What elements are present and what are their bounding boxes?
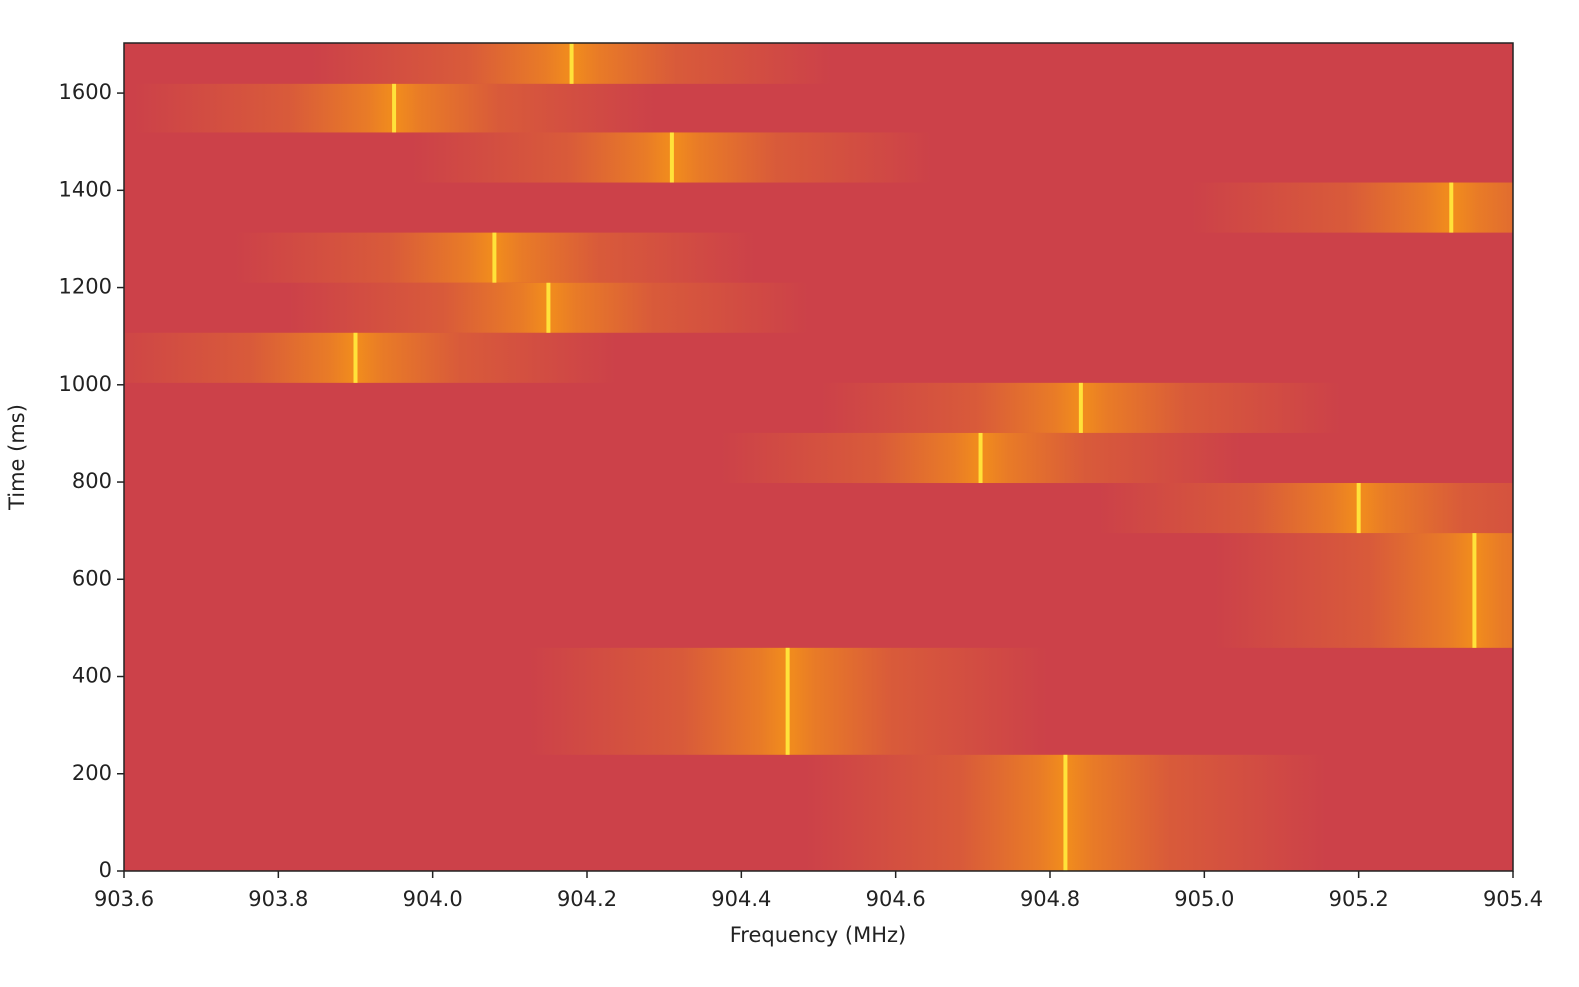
x-tick-label: 904.0 — [403, 887, 463, 911]
burst-peak — [669, 132, 674, 183]
burst-peak — [1078, 382, 1083, 433]
burst-peak — [569, 43, 574, 84]
x-tick-label: 903.8 — [248, 887, 308, 911]
y-tick-label: 200 — [72, 761, 112, 785]
y-tick-label: 1600 — [59, 80, 112, 104]
plot-frame — [123, 42, 1514, 872]
x-tick-label: 905.2 — [1329, 887, 1389, 911]
y-tick-label: 800 — [72, 469, 112, 493]
burst-peak — [492, 232, 497, 283]
x-tick-label: 904.4 — [711, 887, 771, 911]
burst — [1191, 182, 1513, 233]
burst-peak — [353, 332, 358, 383]
y-tick-label: 0 — [99, 858, 112, 882]
y-tick-label: 1000 — [59, 372, 112, 396]
x-axis-label: Frequency (MHz) — [730, 923, 906, 947]
plot-area — [124, 43, 1513, 871]
burst-peak — [785, 647, 790, 755]
x-tick-label: 905.4 — [1483, 887, 1543, 911]
y-tick-label: 1400 — [59, 177, 112, 201]
burst — [1098, 483, 1513, 534]
burst — [1214, 533, 1513, 648]
burst-peak — [1356, 483, 1361, 534]
x-tick-label: 904.6 — [866, 887, 926, 911]
burst — [124, 332, 616, 383]
x-tick-label: 905.0 — [1174, 887, 1234, 911]
burst-peak — [1449, 182, 1454, 233]
burst-peak — [546, 282, 551, 333]
x-tick-label: 904.8 — [1020, 887, 1080, 911]
burst-peak — [392, 83, 397, 133]
burst-peak — [1063, 754, 1068, 871]
y-axis-label: Time (ms) — [5, 404, 29, 511]
y-tick-label: 400 — [72, 664, 112, 688]
x-tick-label: 903.6 — [94, 887, 154, 911]
burst-peak — [978, 432, 983, 484]
y-tick-label: 1200 — [59, 275, 112, 299]
y-tick-label: 600 — [72, 566, 112, 590]
x-tick-label: 904.2 — [557, 887, 617, 911]
burst-peak — [1472, 533, 1477, 648]
